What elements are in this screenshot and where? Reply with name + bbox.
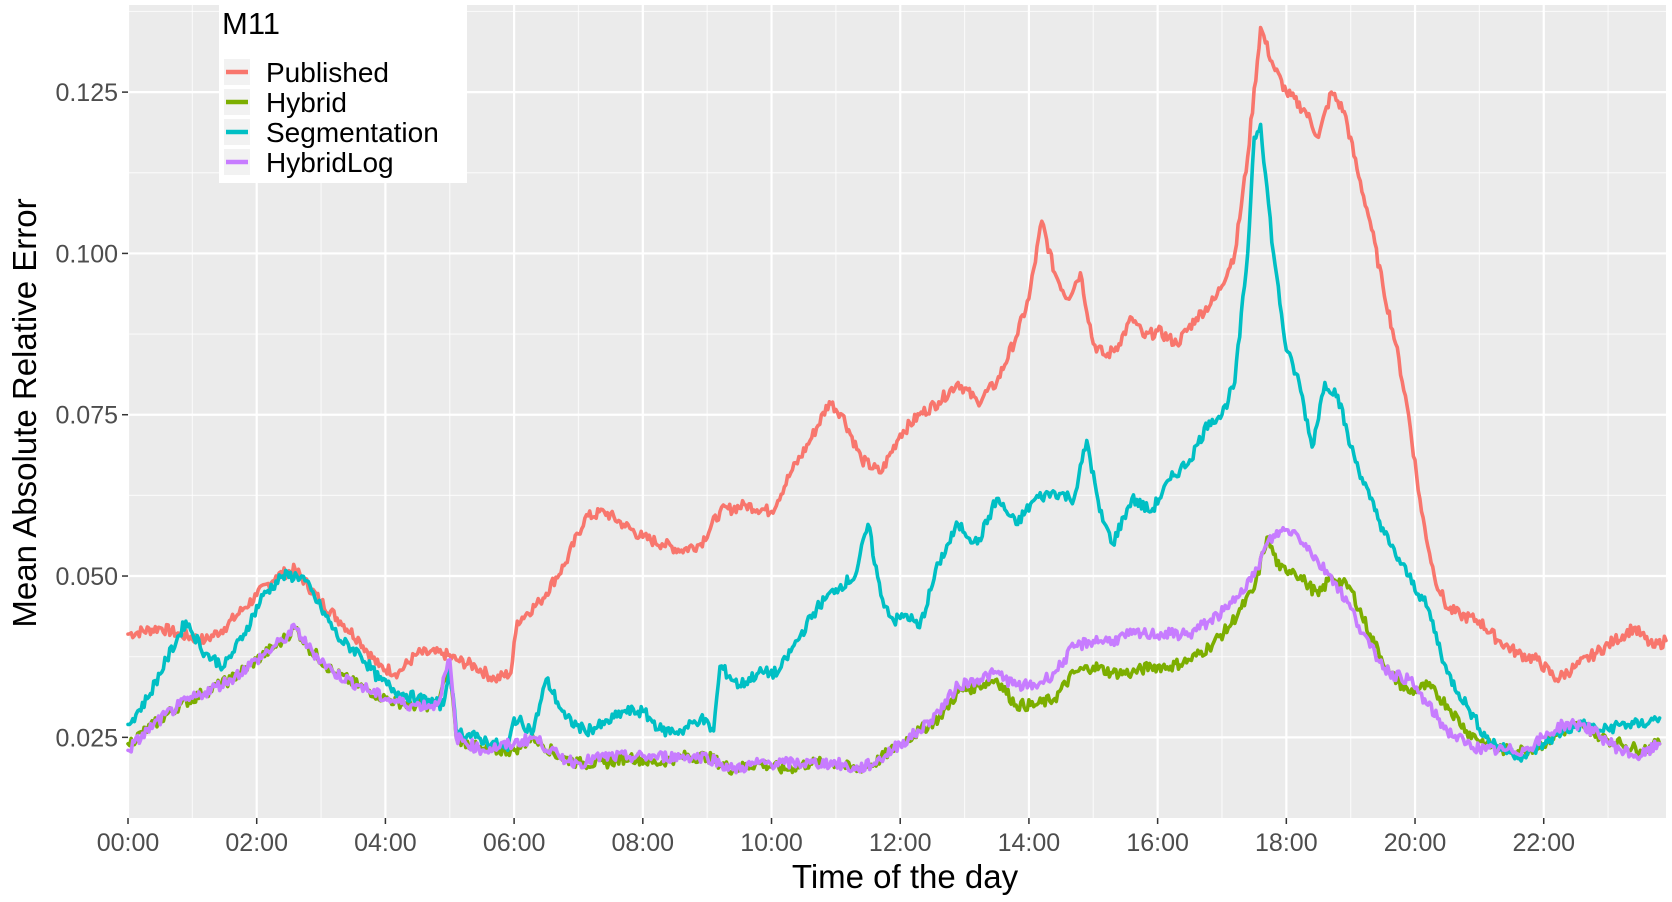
x-axis-ticks: 00:00 02:00 04:00 06:00 08:00 10:00 12:00 14:00… [97, 818, 1575, 857]
y-tick-label: 0.025 [55, 724, 118, 752]
series-line-hybridlog [126, 525, 1662, 775]
y-tick-label: 0.125 [55, 79, 118, 107]
x-tick-label: 22:00 [1512, 829, 1575, 857]
x-tick-label: 00:00 [97, 829, 160, 857]
y-tick-label: 0.050 [55, 563, 118, 591]
legend-label-segmentation: Segmentation [266, 117, 439, 148]
x-tick-label: 12:00 [869, 829, 932, 857]
x-tick-label: 02:00 [225, 829, 288, 857]
x-tick-label: 06:00 [483, 829, 546, 857]
x-tick-label: 04:00 [354, 829, 417, 857]
x-tick-label: 20:00 [1384, 829, 1447, 857]
series-lines [126, 25, 1668, 776]
x-tick-label: 10:00 [740, 829, 803, 857]
y-axis-ticks: 0.025 0.050 0.075 0.100 0.125 [55, 79, 128, 752]
y-tick-label: 0.075 [55, 402, 118, 430]
y-tick-label: 0.100 [55, 240, 118, 268]
legend-title: M11 [222, 6, 280, 41]
series-line-published [126, 25, 1668, 684]
x-axis-title: Time of the day [792, 858, 1019, 895]
x-tick-label: 18:00 [1255, 829, 1318, 857]
legend-background [219, 5, 467, 183]
y-axis-title: Mean Absolute Relative Error [6, 198, 43, 627]
legend-label-published: Published [266, 57, 389, 88]
legend-label-hybridlog: HybridLog [266, 147, 394, 178]
legend-label-hybrid: Hybrid [266, 87, 347, 118]
series-line-segmentation [126, 122, 1662, 763]
x-tick-label: 14:00 [998, 829, 1061, 857]
x-tick-label: 08:00 [612, 829, 675, 857]
x-tick-label: 16:00 [1126, 829, 1189, 857]
